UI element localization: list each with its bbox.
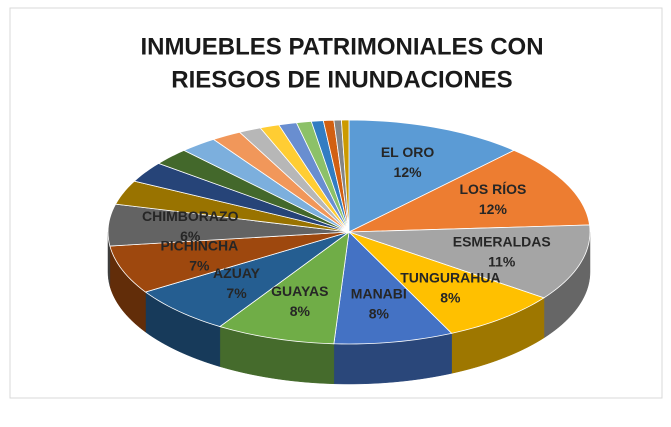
- slice: [348, 231, 545, 334]
- data-label: LOS RÍOS: [459, 181, 526, 197]
- data-label: 12%: [479, 201, 508, 217]
- slice: [341, 119, 350, 233]
- slice: [348, 119, 515, 233]
- slice: [133, 162, 350, 233]
- chart-title: INMUEBLES PATRIMONIALES CON: [140, 33, 543, 60]
- data-label: 11%: [488, 253, 516, 269]
- slice: [183, 138, 350, 233]
- chart-title: RIESGOS DE INUNDACIONES: [171, 66, 512, 93]
- data-label: 8%: [290, 303, 311, 319]
- data-label: 7%: [189, 258, 210, 274]
- data-label: GUAYAS: [271, 283, 328, 299]
- data-label: 6%: [180, 228, 201, 244]
- data-label: 8%: [369, 305, 390, 321]
- data-label: 7%: [226, 285, 247, 301]
- data-label: AZUAY: [213, 265, 261, 281]
- slice: [157, 149, 350, 233]
- slice: [144, 231, 350, 328]
- data-label: MANABI: [351, 285, 407, 301]
- slice: [348, 149, 590, 233]
- data-label: PICHINCHA: [160, 238, 238, 254]
- data-label: EL ORO: [381, 144, 435, 160]
- slice: [114, 180, 350, 233]
- data-label: TUNGURAHUA: [400, 270, 500, 286]
- data-label: 8%: [440, 290, 461, 306]
- data-label: ESMERALDAS: [453, 233, 551, 249]
- slice: [348, 224, 591, 299]
- slice: [107, 203, 350, 247]
- slice: [218, 231, 350, 345]
- data-label: 12%: [394, 164, 423, 180]
- slice: [333, 231, 453, 345]
- slice: [109, 231, 350, 293]
- data-label: CHIMBORAZO: [142, 208, 239, 224]
